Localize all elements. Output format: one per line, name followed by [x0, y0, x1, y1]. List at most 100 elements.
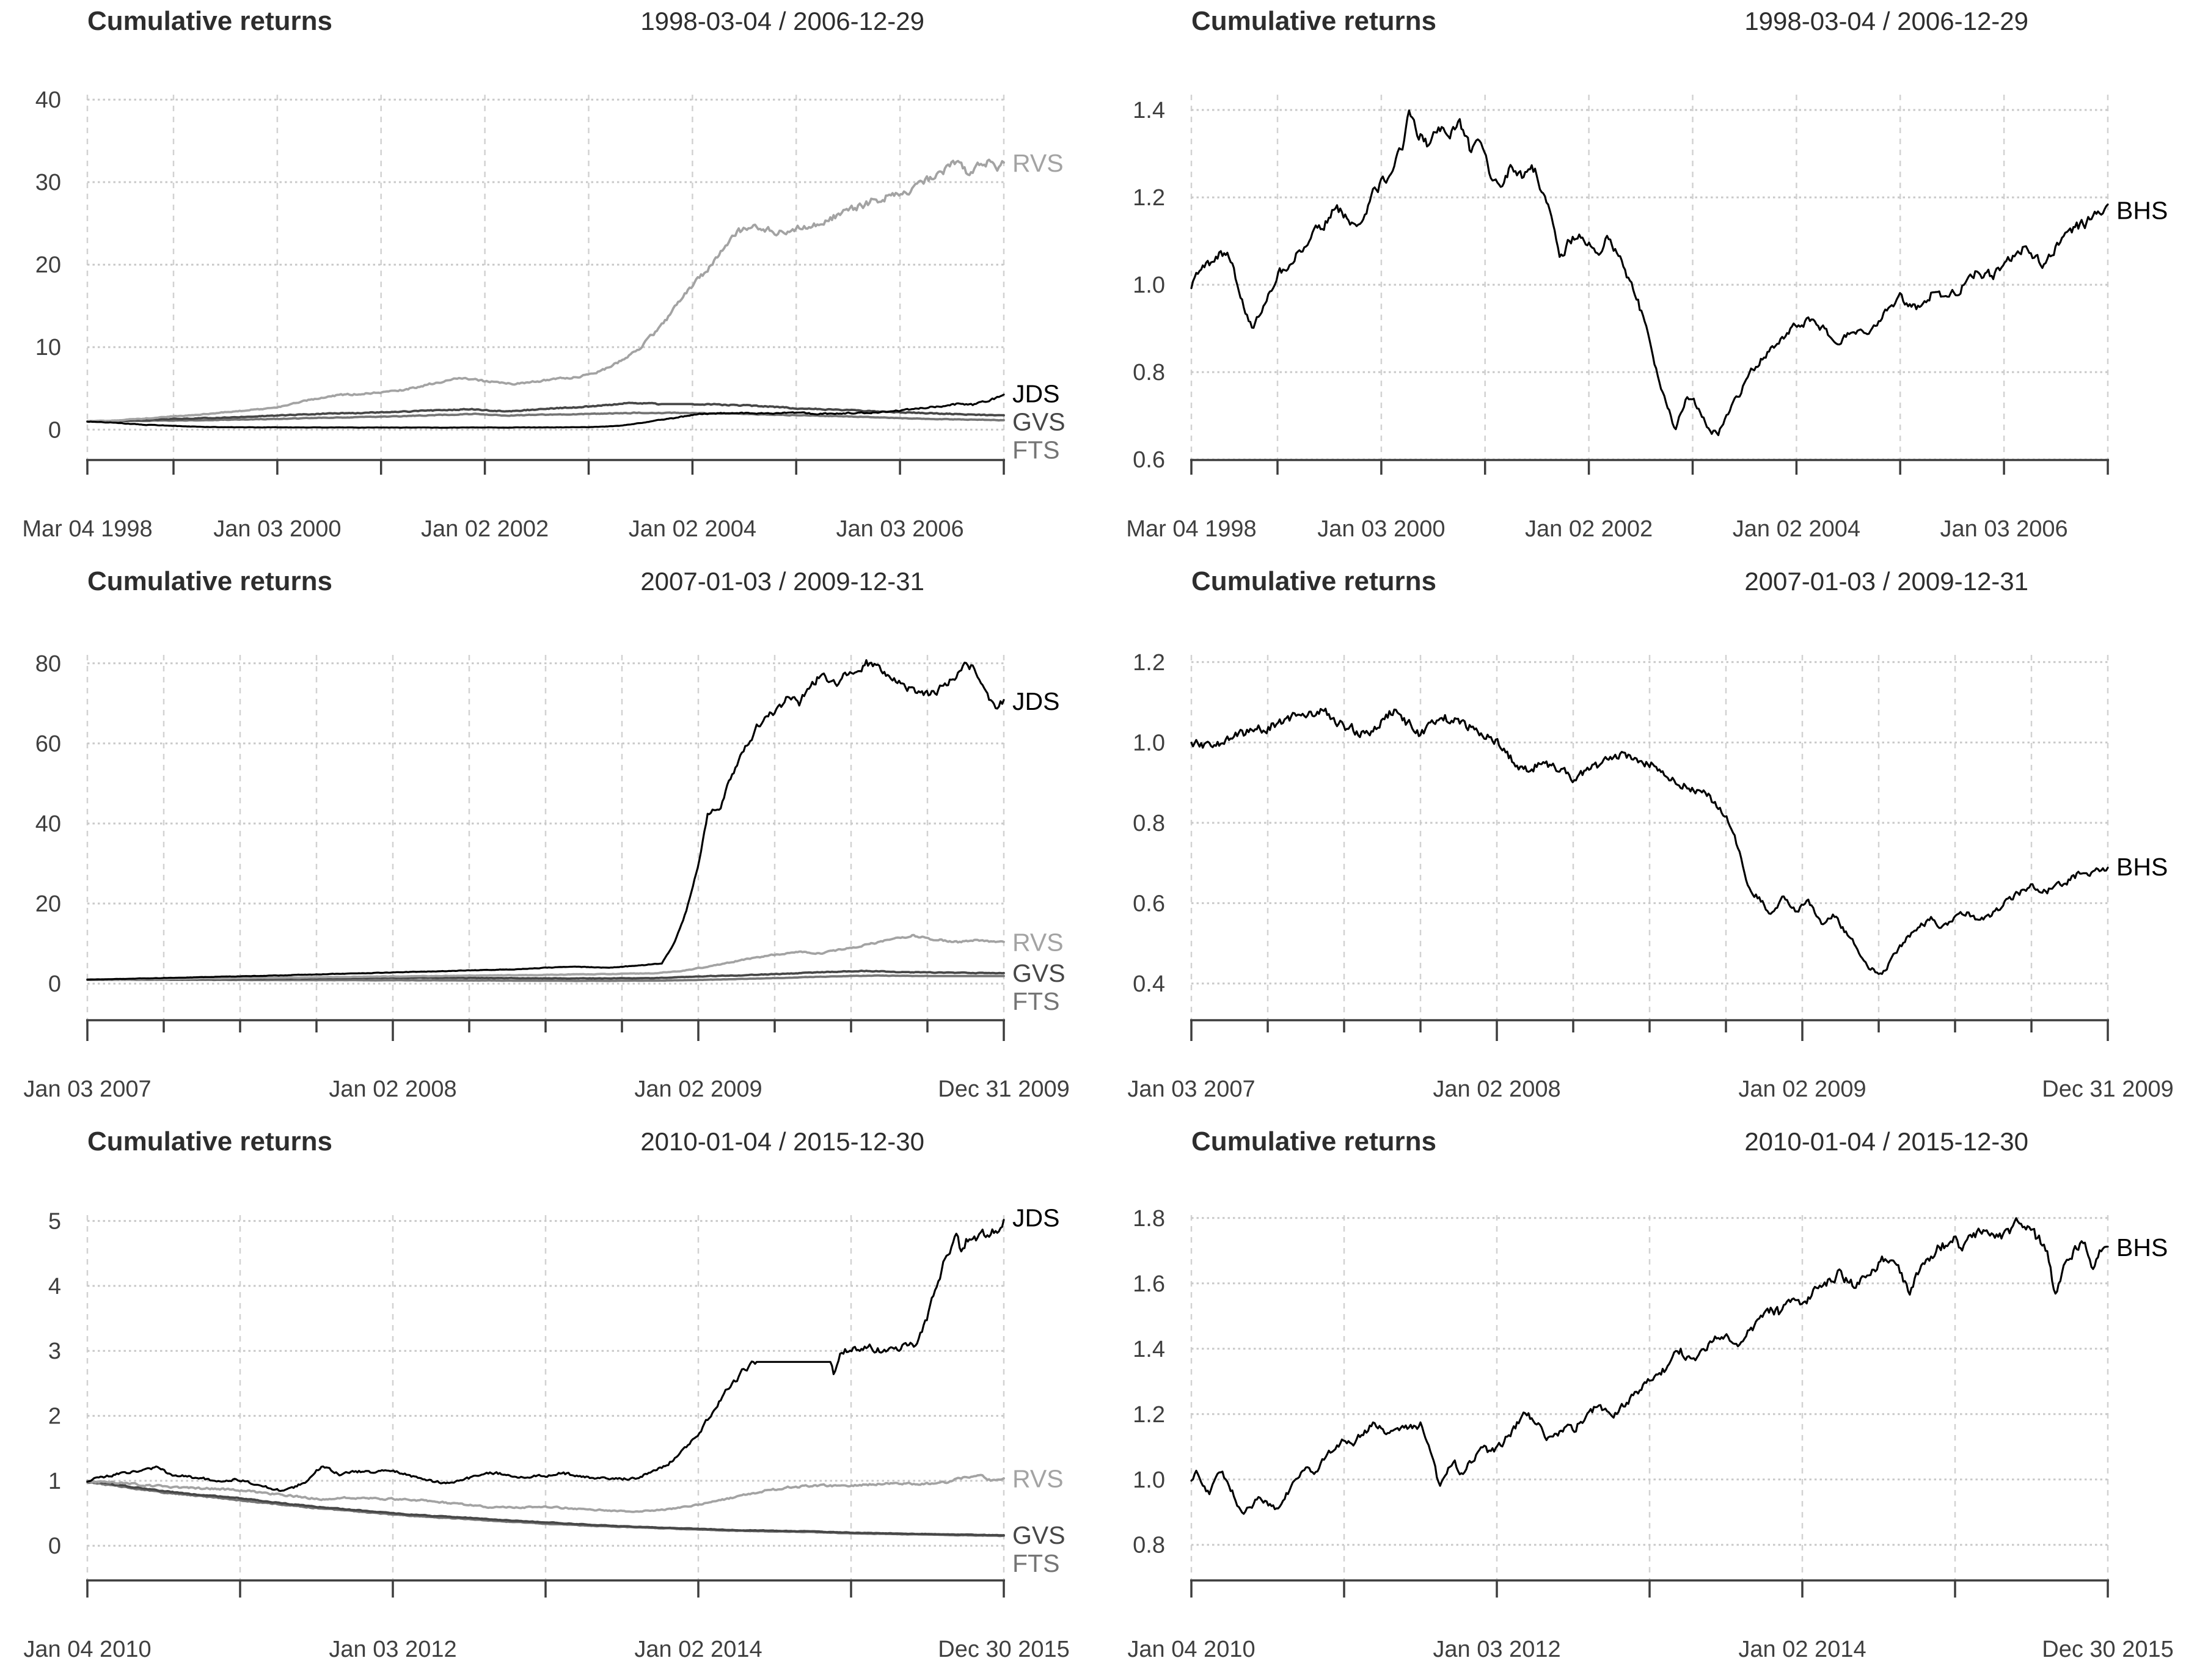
- y-axis-tick-label: 1.8: [1133, 1206, 1165, 1232]
- y-axis-tick-label: 60: [35, 731, 61, 757]
- cumulative-returns-plot-top-left: 0 10 20 30 40 Mar 04 1998 Jan 03 2000 Jan 02 20…: [22, 87, 1066, 542]
- y-axis-tick-label: 1: [48, 1469, 61, 1494]
- cumulative-returns-plot-bottom-right: 0.8 1.0 1.2 1.4 1.6 1.8 Jan 04 2010 Jan 03 2012…: [1127, 1206, 2174, 1662]
- y-axis-tick-label: 0: [48, 971, 61, 997]
- series-line-BHS: [1190, 109, 2109, 436]
- series-label-RVS: RVS: [1012, 929, 1064, 957]
- y-axis-tick-label: 4: [48, 1274, 61, 1299]
- chart-header: Cumulative returns 1998-03-04 / 2006-12-…: [87, 6, 1004, 37]
- x-axis-tick-label: Jan 03 2012: [1433, 1637, 1560, 1662]
- chart-panel-top-left: 0 10 20 30 40 Mar 04 1998 Jan 03 2000 Jan 02 20…: [0, 0, 1104, 560]
- x-axis-tick-label: Jan 02 2002: [1525, 516, 1653, 542]
- chart-date-range: 2010-01-04 / 2015-12-30: [640, 1127, 924, 1156]
- chart-date-range: 2010-01-04 / 2015-12-30: [1744, 1127, 2028, 1156]
- series-label-GVS: GVS: [1012, 1521, 1066, 1549]
- chart-panel-bottom-right: 0.8 1.0 1.2 1.4 1.6 1.8 Jan 04 2010 Jan 03 2012…: [1104, 1120, 2208, 1680]
- y-axis-tick-label: 5: [48, 1209, 61, 1235]
- y-axis-tick-label: 20: [35, 252, 61, 278]
- cumulative-returns-plot-middle-right: 0.4 0.6 0.8 1.0 1.2 Jan 03 2007 Jan 02 2008 Jan…: [1127, 650, 2174, 1102]
- chart-header: Cumulative returns 1998-03-04 / 2006-12-…: [1191, 6, 2108, 37]
- chart-title: Cumulative returns: [87, 566, 332, 596]
- chart-date-range: 2007-01-03 / 2009-12-31: [1744, 567, 2028, 596]
- y-axis-tick-label: 0: [48, 417, 61, 443]
- series-label-JDS: JDS: [1012, 1203, 1059, 1232]
- y-axis-tick-label: 10: [35, 335, 61, 360]
- x-axis-tick-label: Jan 02 2004: [629, 516, 756, 542]
- y-axis-tick-label: 0.6: [1133, 447, 1165, 473]
- series-line-FTS: [86, 411, 1005, 423]
- y-axis-tick-label: 20: [35, 891, 61, 917]
- series-label-RVS: RVS: [1012, 149, 1064, 177]
- y-axis-tick-label: 40: [35, 87, 61, 113]
- x-axis-tick-label: Jan 02 2004: [1733, 516, 1860, 542]
- series-line-RVS: [86, 933, 1005, 981]
- series-label-FTS: FTS: [1012, 987, 1059, 1015]
- x-axis-tick-label: Jan 02 2008: [1433, 1076, 1560, 1102]
- chart-date-range: 2007-01-03 / 2009-12-31: [640, 567, 924, 596]
- cumulative-returns-plot-top-right: 0.6 0.8 1.0 1.2 1.4 Mar 04 1998 Jan 03 2000 Jan…: [1126, 95, 2168, 542]
- x-axis-tick-label: Jan 03 2000: [213, 516, 341, 542]
- y-axis-tick-label: 30: [35, 170, 61, 195]
- y-axis-tick-label: 0.8: [1133, 811, 1165, 836]
- series-label-FTS: FTS: [1012, 1549, 1059, 1577]
- series-line-GVS: [86, 401, 1005, 423]
- series-line-GVS: [86, 1480, 1005, 1537]
- x-axis-tick-label: Jan 02 2014: [1738, 1637, 1866, 1662]
- series-line-BHS: [1190, 707, 2109, 975]
- y-axis-tick-label: 0: [48, 1533, 61, 1559]
- y-axis-tick-label: 1.4: [1133, 1337, 1165, 1362]
- chart-panel-middle-left: 0 20 40 60 80 Jan 03 2007 Jan 02 2008 Jan 02 20…: [0, 560, 1104, 1120]
- x-axis-tick-label: Jan 03 2000: [1317, 516, 1445, 542]
- chart-title: Cumulative returns: [87, 1127, 332, 1156]
- y-axis-tick-label: 1.6: [1133, 1271, 1165, 1297]
- y-axis-tick-label: 2: [48, 1404, 61, 1430]
- x-axis-tick-label: Mar 04 1998: [22, 516, 152, 542]
- y-axis-tick-label: 1.4: [1133, 98, 1165, 123]
- chart-header: Cumulative returns 2007-01-03 / 2009-12-…: [1191, 566, 2108, 597]
- x-axis-tick-label: Dec 30 2015: [2042, 1637, 2174, 1662]
- x-axis-tick-label: Jan 02 2002: [421, 516, 549, 542]
- x-axis-tick-label: Jan 02 2009: [634, 1076, 762, 1102]
- x-axis-tick-label: Dec 30 2015: [938, 1637, 1070, 1662]
- y-axis-tick-label: 1.0: [1133, 1467, 1165, 1493]
- chart-panel-top-right: 0.6 0.8 1.0 1.2 1.4 Mar 04 1998 Jan 03 2000 Jan…: [1104, 0, 2208, 560]
- y-axis-tick-label: 0.6: [1133, 891, 1165, 916]
- series-line-JDS: [86, 1219, 1005, 1492]
- chart-header: Cumulative returns 2010-01-04 / 2015-12-…: [87, 1127, 1004, 1157]
- cumulative-returns-plot-bottom-left: 0 1 2 3 4 5 Jan 04 2010 Jan 03 2012 Jan 02 2014 D…: [23, 1203, 1070, 1662]
- y-axis-tick-label: 1.2: [1133, 185, 1165, 211]
- cumulative-returns-plot-middle-left: 0 20 40 60 80 Jan 03 2007 Jan 02 2008 Jan 02 20…: [23, 651, 1069, 1102]
- y-axis-tick-label: 80: [35, 651, 61, 677]
- x-axis-tick-label: Jan 02 2009: [1738, 1076, 1866, 1102]
- series-line-JDS: [86, 393, 1005, 429]
- x-axis-tick-label: Jan 02 2014: [634, 1637, 762, 1662]
- series-label-JDS: JDS: [1012, 687, 1059, 715]
- series-line-RVS: [86, 158, 1005, 423]
- series-label-RVS: RVS: [1012, 1465, 1064, 1493]
- x-axis-tick-label: Jan 04 2010: [1127, 1637, 1255, 1662]
- chart-date-range: 1998-03-04 / 2006-12-29: [640, 7, 924, 35]
- series-label-BHS: BHS: [2116, 853, 2168, 881]
- x-axis-tick-label: Jan 03 2007: [1127, 1076, 1255, 1102]
- chart-panel-bottom-left: 0 1 2 3 4 5 Jan 04 2010 Jan 03 2012 Jan 02 2014 D…: [0, 1120, 1104, 1680]
- series-line-RVS: [86, 1474, 1005, 1513]
- x-axis-tick-label: Jan 02 2008: [329, 1076, 456, 1102]
- y-axis-tick-label: 3: [48, 1339, 61, 1364]
- y-axis-tick-label: 0.8: [1133, 1533, 1165, 1558]
- chart-title: Cumulative returns: [1191, 566, 1436, 596]
- y-axis-tick-label: 1.2: [1133, 1402, 1165, 1428]
- chart-header: Cumulative returns 2010-01-04 / 2015-12-…: [1191, 1127, 2108, 1157]
- chart-header: Cumulative returns 2007-01-03 / 2009-12-…: [87, 566, 1004, 597]
- x-axis-tick-label: Jan 03 2006: [1940, 516, 2068, 542]
- series-label-FTS: FTS: [1012, 436, 1059, 464]
- chart-date-range: 1998-03-04 / 2006-12-29: [1744, 7, 2028, 35]
- series-label-JDS: JDS: [1012, 380, 1059, 408]
- series-label-GVS: GVS: [1012, 959, 1066, 987]
- x-axis-tick-label: Dec 31 2009: [2042, 1076, 2174, 1102]
- series-label-GVS: GVS: [1012, 408, 1066, 436]
- series-line-BHS: [1190, 1217, 2109, 1515]
- chart-title: Cumulative returns: [1191, 1127, 1436, 1156]
- y-axis-tick-label: 0.8: [1133, 360, 1165, 385]
- y-axis-tick-label: 1.2: [1133, 650, 1165, 676]
- series-line-JDS: [86, 659, 1005, 981]
